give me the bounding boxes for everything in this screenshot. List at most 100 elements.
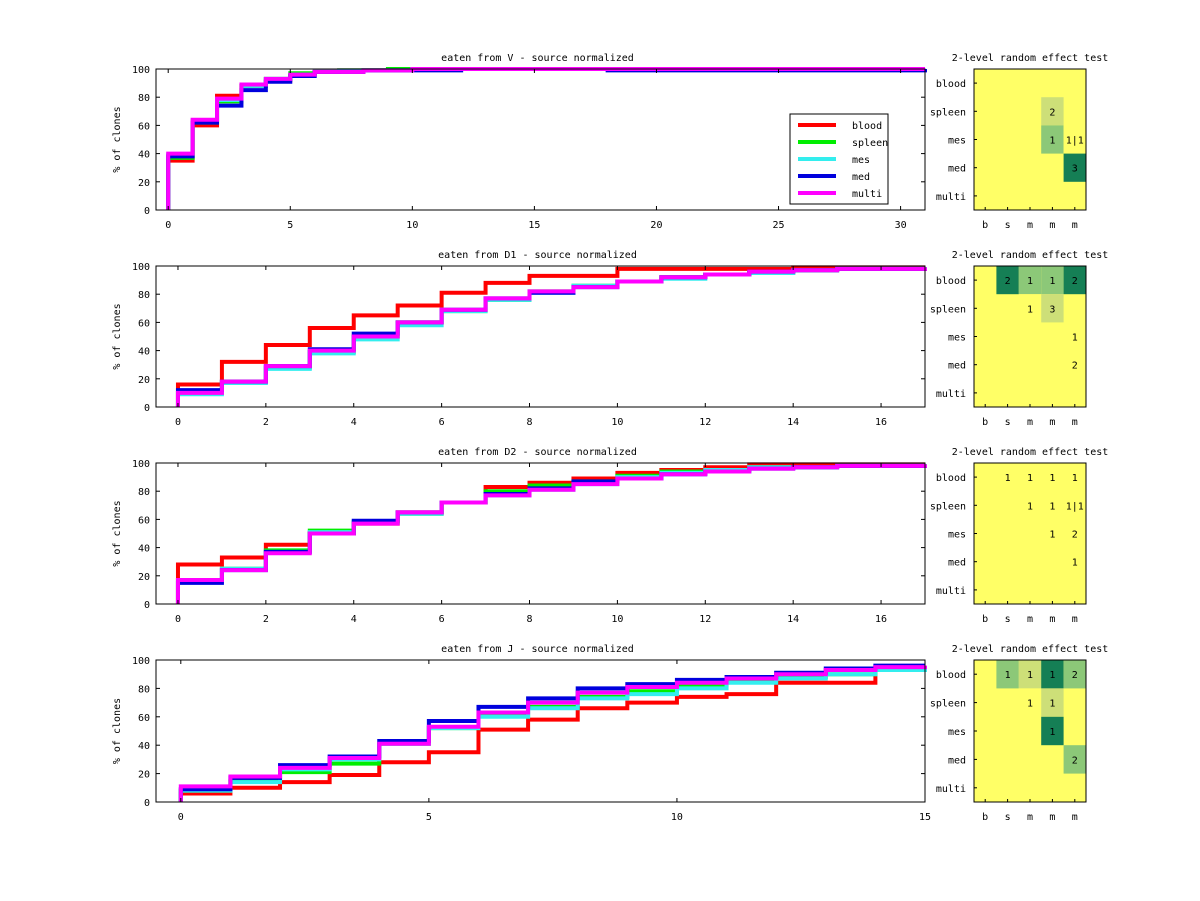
heatmap-cell-label: 1 xyxy=(1027,473,1033,484)
x-tick-label: 2 xyxy=(263,417,269,428)
heatmap-title: 2-level random effect test xyxy=(952,644,1109,655)
heatmap-row-label: mes xyxy=(948,136,966,147)
x-tick-label: 2 xyxy=(263,614,269,625)
heatmap-cell-label: 1 xyxy=(1049,670,1055,681)
series-line-multi xyxy=(175,463,927,604)
heatmap-col-label: m xyxy=(1072,812,1078,823)
heatmap-title: 2-level random effect test xyxy=(952,447,1109,458)
y-tick-label: 0 xyxy=(144,600,150,611)
heatmap-cell xyxy=(1018,463,1042,492)
y-tick-label: 0 xyxy=(144,798,150,809)
series-group xyxy=(175,265,927,407)
chart-title: eaten from J - source normalized xyxy=(441,644,634,655)
heatmap-col-label: m xyxy=(1049,220,1055,231)
heatmap-row-label: blood xyxy=(936,473,966,484)
legend-label-multi: multi xyxy=(852,189,882,200)
heatmap-col-label: m xyxy=(1049,417,1055,428)
x-tick-label: 5 xyxy=(426,812,432,823)
legend-label-spleen: spleen xyxy=(852,138,888,149)
y-tick-label: 0 xyxy=(144,403,150,414)
x-tick-label: 5 xyxy=(287,220,293,231)
heatmap-cell-label: 1 xyxy=(1049,501,1055,512)
heatmap-cell-label: 2 xyxy=(1072,276,1078,287)
heatmap-panel-4: 1 1 1 2 1 1 1 2 2-level random effect test blood s… xyxy=(930,644,1108,823)
heatmap-row-label: spleen xyxy=(930,501,966,512)
series-line-spleen xyxy=(175,266,927,407)
legend-label-med: med xyxy=(852,172,870,183)
series-line-multi xyxy=(178,665,927,802)
heatmap-row-label: blood xyxy=(936,670,966,681)
x-tick-label: 8 xyxy=(526,417,532,428)
heatmap-cell xyxy=(1018,294,1042,323)
heatmap-col-label: s xyxy=(1005,220,1011,231)
heatmap-cell xyxy=(1041,463,1064,492)
y-tick-label: 20 xyxy=(138,375,150,386)
heatmap-cell-label: 3 xyxy=(1072,164,1078,175)
heatmap-cell-label: 2 xyxy=(1072,530,1078,541)
heatmap-cell xyxy=(1063,491,1086,520)
series-line-mes xyxy=(175,266,927,407)
x-tick-label: 4 xyxy=(351,417,357,428)
heatmap-title: 2-level random effect test xyxy=(952,250,1109,261)
heatmap-cell xyxy=(1041,491,1064,520)
heatmap-cell-label: 1 xyxy=(1072,558,1078,569)
heatmap-col-label: m xyxy=(1027,417,1033,428)
heatmap-cell-label: 1 xyxy=(1049,473,1055,484)
heatmap-panel-3: 1 1 1 1 1 1 1|1 1 2 1 2-level random effect test bl… xyxy=(930,447,1108,625)
legend: blood spleen mes med multi xyxy=(789,113,889,205)
heatmap-cell-label: 2 xyxy=(1072,755,1078,766)
heatmap-cell-label: 1 xyxy=(1049,276,1055,287)
heatmap-row-label: multi xyxy=(936,586,966,597)
heatmap-cell-label: 2 xyxy=(1072,670,1078,681)
x-tick-label: 14 xyxy=(787,614,799,625)
heatmap-row-label: spleen xyxy=(930,107,966,118)
heatmap-cell-label: 1 xyxy=(1027,670,1033,681)
heatmap-col-label: b xyxy=(982,220,988,231)
legend-label-blood: blood xyxy=(852,121,882,132)
y-axis-label: % of clones xyxy=(112,500,123,566)
heatmap-cell xyxy=(1063,519,1086,548)
heatmap-title: 2-level random effect test xyxy=(952,53,1109,64)
series-line-blood xyxy=(175,462,925,604)
heatmap-cell-label: 1 xyxy=(1049,136,1055,147)
heatmap-cell xyxy=(996,463,1019,492)
heatmap-row-label: multi xyxy=(936,389,966,400)
heatmap-cell xyxy=(1063,745,1086,774)
series-line-multi xyxy=(175,266,927,407)
y-tick-label: 80 xyxy=(138,487,150,498)
heatmap-row-label: mes xyxy=(948,530,966,541)
heatmap-cell xyxy=(1041,519,1064,548)
heatmap-cell-label: 1 xyxy=(1049,727,1055,738)
heatmap-cell-label: 1 xyxy=(1005,473,1011,484)
heatmap-cell-label: 1 xyxy=(1049,699,1055,710)
y-tick-label: 80 xyxy=(138,684,150,695)
x-tick-label: 16 xyxy=(875,614,887,625)
plot-frame xyxy=(155,659,926,803)
x-tick-label: 14 xyxy=(787,417,799,428)
heatmap-cell-label: 1 xyxy=(1005,670,1011,681)
heatmap-row-label: med xyxy=(948,558,966,569)
y-tick-label: 0 xyxy=(144,206,150,217)
heatmap-cell xyxy=(1041,125,1064,154)
x-tick-label: 12 xyxy=(699,417,711,428)
heatmap-cell-label: 2 xyxy=(1072,361,1078,372)
series-line-spleen xyxy=(175,463,927,604)
x-tick-label: 15 xyxy=(528,220,540,231)
chart-title: eaten from D1 - source normalized xyxy=(438,250,637,261)
series-line-blood xyxy=(178,665,925,802)
y-tick-label: 40 xyxy=(138,741,150,752)
heatmap-cell-label: 1 xyxy=(1027,276,1033,287)
heatmap-row-label: med xyxy=(948,164,966,175)
heatmap-row-label: mes xyxy=(948,727,966,738)
x-tick-label: 0 xyxy=(165,220,171,231)
heatmap-cell-label: 1 xyxy=(1072,473,1078,484)
plot-frame xyxy=(155,265,926,408)
heatmap-col-label: m xyxy=(1072,614,1078,625)
heatmap-cell xyxy=(1018,266,1042,295)
heatmap-cell xyxy=(996,266,1019,295)
legend-label-mes: mes xyxy=(852,155,870,166)
y-axis-label: % of clones xyxy=(112,106,123,172)
y-tick-label: 100 xyxy=(132,262,150,273)
y-tick-label: 40 xyxy=(138,150,150,161)
